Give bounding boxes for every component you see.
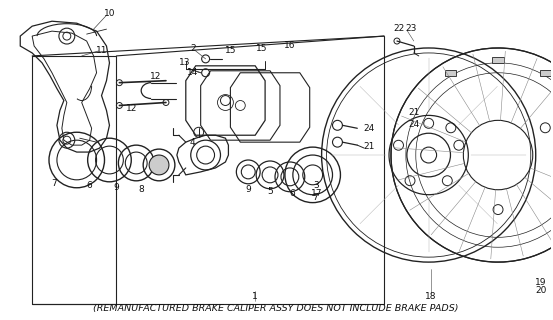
Text: 17: 17 <box>311 189 322 198</box>
Text: 15: 15 <box>225 46 236 55</box>
Text: 7: 7 <box>51 179 57 188</box>
Text: 16: 16 <box>284 42 296 51</box>
Text: 23: 23 <box>405 24 416 33</box>
Text: 12: 12 <box>150 72 161 81</box>
Polygon shape <box>540 70 551 76</box>
Text: 24: 24 <box>408 120 419 129</box>
Text: 18: 18 <box>425 292 436 301</box>
Text: 4: 4 <box>190 138 196 147</box>
Text: 13: 13 <box>179 58 191 67</box>
Text: 7: 7 <box>312 193 317 202</box>
Text: 10: 10 <box>104 9 115 18</box>
Text: 9: 9 <box>246 185 251 194</box>
Text: 21: 21 <box>363 142 375 151</box>
Text: 8: 8 <box>138 185 144 194</box>
Polygon shape <box>445 70 456 76</box>
Text: 9: 9 <box>113 183 119 192</box>
Text: 15: 15 <box>257 44 268 53</box>
Text: 6: 6 <box>87 181 92 190</box>
Text: 14: 14 <box>187 68 199 77</box>
Text: 3: 3 <box>314 181 320 190</box>
Text: 22: 22 <box>393 24 405 33</box>
Text: 24: 24 <box>363 124 375 133</box>
Text: 1: 1 <box>252 292 258 301</box>
Text: 6: 6 <box>289 189 295 198</box>
Text: 5: 5 <box>267 187 273 196</box>
Circle shape <box>149 155 169 175</box>
Text: 19: 19 <box>535 278 546 287</box>
Text: (REMANUFACTURED BRAKE CALIPER ASSY DOES NOT INCLUDE BRAKE PADS): (REMANUFACTURED BRAKE CALIPER ASSY DOES … <box>93 304 459 313</box>
Text: 2: 2 <box>190 44 196 53</box>
Text: 20: 20 <box>535 286 546 295</box>
Text: 21: 21 <box>408 108 420 117</box>
Text: 11: 11 <box>96 46 107 55</box>
Text: 12: 12 <box>126 104 137 113</box>
Polygon shape <box>492 57 504 63</box>
